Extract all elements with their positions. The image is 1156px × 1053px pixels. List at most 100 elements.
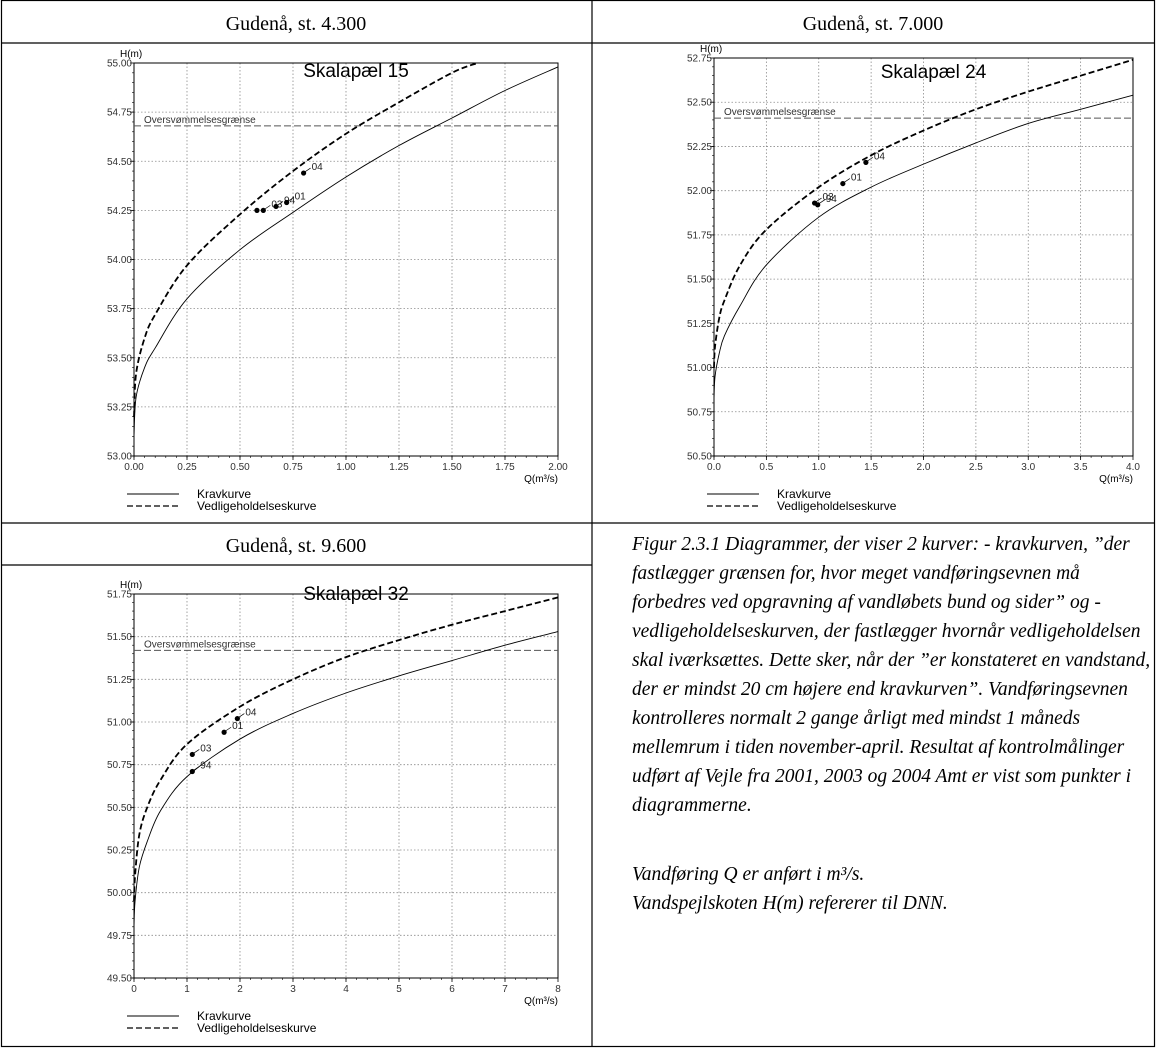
y-tick-label: 53.50 xyxy=(107,353,132,364)
cell-header-st-9600: Gudenå, st. 9.600 xyxy=(226,535,367,557)
caption-note-h: Vandspejlskoten H(m) refererer til DNN. xyxy=(632,893,948,914)
plot-frame xyxy=(713,57,1134,457)
x-axis-label: Q(m³/s) xyxy=(1099,474,1133,485)
y-tick-label: 51.00 xyxy=(107,718,132,729)
y-tick-label: 52.25 xyxy=(687,142,712,153)
y-tick-label: 51.50 xyxy=(107,632,132,643)
point-label-leader xyxy=(224,726,232,732)
y-tick-label: 54.00 xyxy=(107,255,132,266)
x-tick-label: 0.50 xyxy=(230,462,250,473)
x-tick-label: 1.0 xyxy=(812,462,826,473)
series-line-kravkurve xyxy=(133,66,559,437)
y-tick-label: 55.00 xyxy=(107,59,132,70)
series-line-vedligeholdelseskurve xyxy=(133,596,559,902)
x-tick-label: 8 xyxy=(555,984,561,995)
chart-skalapael-24: Skalapæl 24 H(m) 0.0 0.5 1.0 1.5 2.0 2.5 3.0 3.5 4… xyxy=(687,44,1140,513)
point-label: 01 xyxy=(295,192,307,203)
x-tick-label: 7 xyxy=(502,984,508,995)
point-label-leader xyxy=(815,197,822,203)
threshold-label: Oversvømmelsesgrænse xyxy=(144,639,256,650)
y-tick-label: 54.75 xyxy=(107,108,132,119)
x-axis-label: Q(m³/s) xyxy=(524,996,558,1007)
y-tick-label: 51.00 xyxy=(687,363,712,374)
x-tick-label: 3 xyxy=(290,984,296,995)
y-tick-label: 49.75 xyxy=(107,931,132,942)
plot-frame xyxy=(133,593,559,979)
legend-label-kravkurve: Kravkurve xyxy=(777,487,831,501)
point-label: 04 xyxy=(245,708,257,719)
point-label-leader xyxy=(193,766,200,771)
point-label-leader xyxy=(264,205,271,210)
point-label-leader xyxy=(843,178,851,183)
y-tick-label: 54.50 xyxy=(107,157,132,168)
y-axis-label: H(m) xyxy=(700,44,722,55)
x-tick-label: 0.00 xyxy=(124,462,144,473)
series-line-vedligeholdelseskurve xyxy=(713,58,1134,368)
x-tick-label: 1 xyxy=(184,984,190,995)
point-label: 04 xyxy=(312,162,324,173)
point-label-leader xyxy=(238,713,245,718)
x-tick-label: 2 xyxy=(237,984,243,995)
y-tick-label: 51.25 xyxy=(687,319,712,330)
y-tick-label: 51.50 xyxy=(687,275,712,286)
y-tick-label: 50.50 xyxy=(687,452,712,463)
y-tick-label: 52.50 xyxy=(687,98,712,109)
legend-label-vedligeholdelseskurve: Vedligeholdelseskurve xyxy=(197,1021,317,1035)
x-tick-label: 0.25 xyxy=(177,462,197,473)
x-tick-label: 4.0 xyxy=(1126,462,1140,473)
y-tick-label: 50.25 xyxy=(107,846,132,857)
chart-title: Skalapæl 24 xyxy=(881,62,987,83)
y-tick-label: 49.50 xyxy=(107,974,132,985)
x-tick-label: 2.5 xyxy=(969,462,983,473)
legend-label-vedligeholdelseskurve: Vedligeholdelseskurve xyxy=(777,499,897,513)
caption-note-q: Vandføring Q er anført i m³/s. xyxy=(632,864,865,885)
point-label: 94 xyxy=(200,760,212,771)
x-tick-label: 2.00 xyxy=(548,462,568,473)
x-tick-label: 3.0 xyxy=(1021,462,1035,473)
point-label: 03 xyxy=(200,743,212,754)
y-axis-label: H(m) xyxy=(120,49,142,60)
caption-paragraph: Figur 2.3.1 Diagrammer, der viser 2 kurv… xyxy=(632,534,1151,816)
point-label-leader xyxy=(304,167,311,173)
chart-skalapael-15: Skalapæl 15 H(m) 0.00 0.25 0.50 0.75 1.00 1.25 1… xyxy=(107,49,568,513)
point-label: 94 xyxy=(284,195,296,206)
legend-label-vedligeholdelseskurve: Vedligeholdelseskurve xyxy=(197,499,317,513)
point-label-leader xyxy=(276,201,284,206)
y-tick-label: 53.25 xyxy=(107,402,132,413)
cell-header-st-7000: Gudenå, st. 7.000 xyxy=(803,13,944,35)
y-tick-label: 52.75 xyxy=(687,54,712,65)
x-tick-label: 5 xyxy=(396,984,402,995)
y-tick-label: 53.75 xyxy=(107,304,132,315)
x-tick-label: 1.50 xyxy=(442,462,462,473)
point-label: 94 xyxy=(826,194,838,205)
y-tick-label: 51.75 xyxy=(687,230,712,241)
y-tick-label: 54.25 xyxy=(107,206,132,217)
plot-frame xyxy=(133,62,559,457)
chart-skalapael-32: Skalapæl 32H(m)0 1 2 3 4 5 6 7 849.5049.7550.005… xyxy=(107,580,561,1035)
cell-header-st-4300: Gudenå, st. 4.300 xyxy=(226,13,367,35)
x-tick-label: 1.5 xyxy=(864,462,878,473)
series-line-vedligeholdelseskurve xyxy=(133,62,478,417)
point-label-leader xyxy=(818,199,825,205)
point-label-leader xyxy=(287,197,294,202)
threshold-label: Oversvømmelsesgrænse xyxy=(144,115,256,126)
y-tick-label: 50.00 xyxy=(107,888,132,899)
point-label: 04 xyxy=(874,151,886,162)
x-tick-label: 0.0 xyxy=(707,462,721,473)
y-tick-label: 53.00 xyxy=(107,452,132,463)
y-axis-label: H(m) xyxy=(120,580,142,591)
y-tick-label: 52.00 xyxy=(687,186,712,197)
threshold-label: Oversvømmelsesgrænse xyxy=(724,107,836,118)
legend-label-kravkurve: Kravkurve xyxy=(197,487,251,501)
x-axis-label: Q(m³/s) xyxy=(524,474,558,485)
figure-caption: Figur 2.3.1 Diagrammer, der viser 2 kurv… xyxy=(632,530,1152,918)
series-line-kravkurve xyxy=(713,94,1134,400)
point-label: 03 xyxy=(823,192,835,203)
x-tick-label: 1.00 xyxy=(336,462,356,473)
x-tick-label: 0.75 xyxy=(283,462,303,473)
x-tick-label: 4 xyxy=(343,984,349,995)
x-tick-label: 0.5 xyxy=(759,462,773,473)
x-tick-label: 1.75 xyxy=(495,462,515,473)
